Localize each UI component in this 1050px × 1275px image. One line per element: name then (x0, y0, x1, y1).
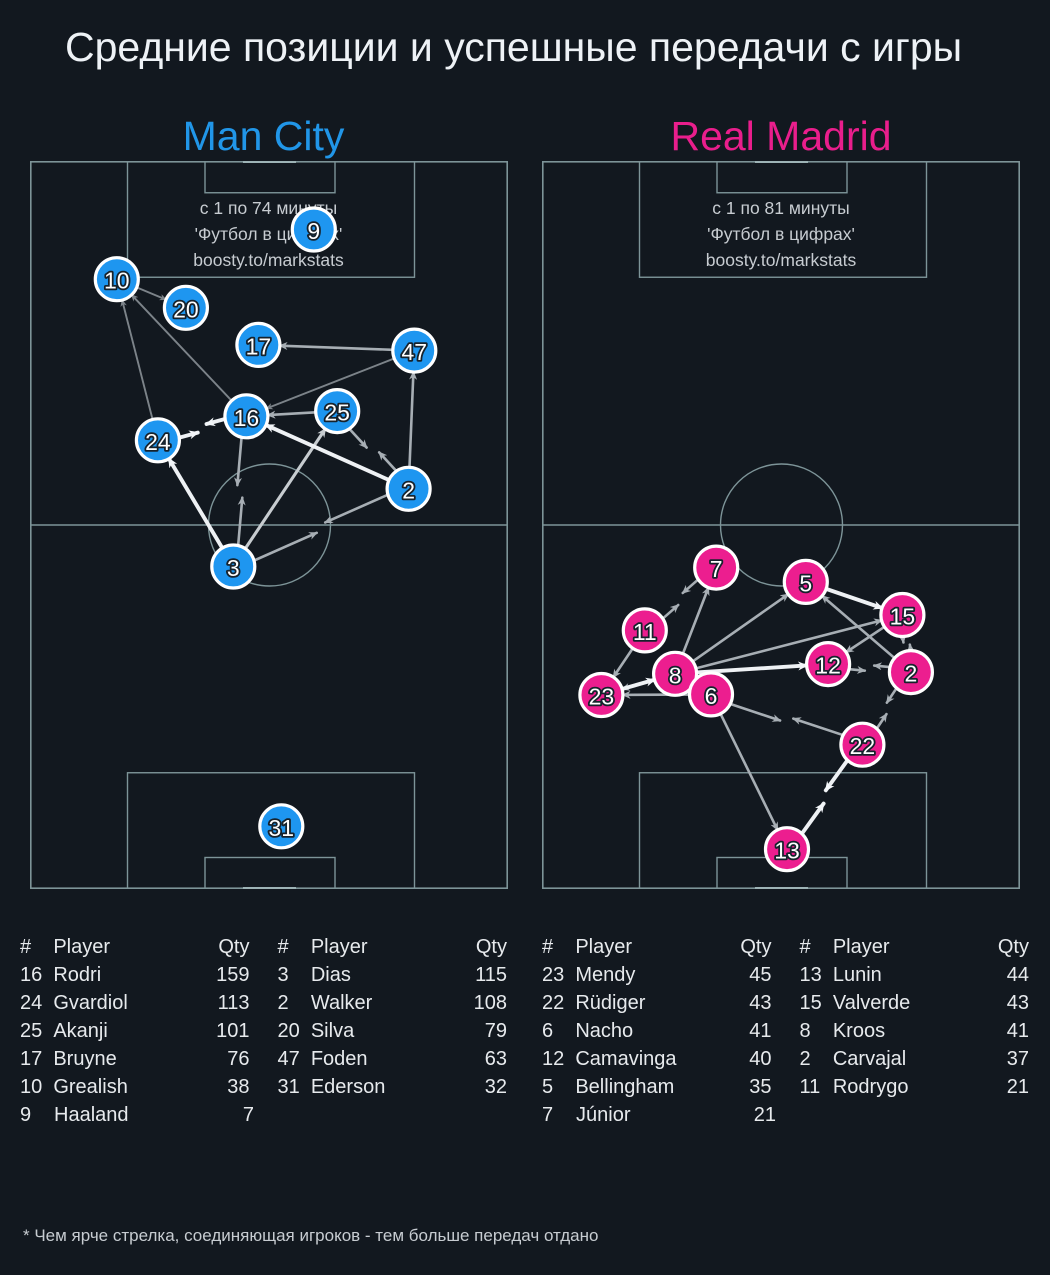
svg-text:17: 17 (245, 333, 271, 359)
svg-text:11: 11 (633, 619, 657, 645)
svg-text:3: 3 (226, 555, 239, 581)
svg-text:5: 5 (799, 570, 812, 596)
svg-text:22: 22 (850, 733, 876, 759)
svg-text:20: 20 (173, 296, 199, 322)
svg-text:6: 6 (705, 683, 718, 709)
svg-text:12: 12 (815, 653, 841, 679)
svg-text:10: 10 (104, 268, 130, 294)
svg-text:13: 13 (774, 838, 800, 864)
svg-text:16: 16 (233, 405, 259, 431)
svg-text:24: 24 (145, 429, 171, 455)
svg-text:25: 25 (324, 400, 350, 426)
svg-text:23: 23 (589, 684, 615, 710)
svg-text:47: 47 (401, 339, 427, 365)
svg-text:9: 9 (307, 218, 320, 244)
svg-text:2: 2 (905, 661, 918, 687)
svg-text:7: 7 (710, 556, 723, 582)
svg-text:15: 15 (890, 604, 916, 630)
svg-text:31: 31 (268, 815, 294, 841)
svg-text:8: 8 (669, 662, 682, 688)
svg-text:2: 2 (402, 477, 415, 503)
